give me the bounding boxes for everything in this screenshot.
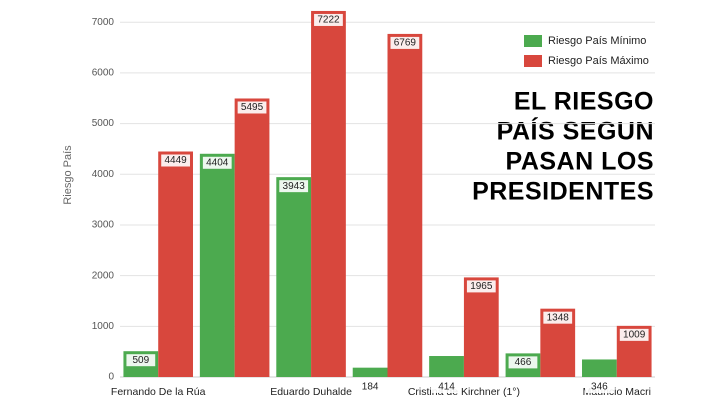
bar — [352, 367, 388, 377]
y-tick-label: 3000 — [92, 220, 115, 231]
bar — [199, 153, 235, 377]
y-tick-label: 1000 — [92, 321, 115, 332]
value-label: 414 — [438, 382, 455, 393]
value-label: 1348 — [547, 312, 570, 323]
value-label-bg — [585, 381, 614, 393]
value-label-bg — [126, 354, 156, 367]
value-label-bg — [314, 13, 343, 26]
y-tick-label: 0 — [108, 372, 114, 383]
y-tick-label: 2000 — [92, 270, 115, 281]
value-label-bg — [390, 36, 420, 49]
value-label: 6769 — [394, 38, 417, 49]
bar — [582, 359, 617, 377]
value-label-bg — [279, 180, 309, 193]
value-label-bg — [202, 156, 232, 169]
value-label-bg — [508, 356, 538, 369]
value-label-bg — [237, 101, 267, 114]
value-label-bg — [161, 154, 190, 167]
legend-swatch — [524, 35, 542, 47]
legend-label: Riesgo País Mínimo — [548, 35, 646, 47]
value-label: 3943 — [283, 181, 306, 192]
value-label: 5495 — [241, 102, 264, 113]
bar — [429, 356, 464, 377]
legend-label: Riesgo País Máximo — [548, 55, 649, 67]
bar — [158, 151, 193, 377]
x-tick-label: Cristina de Kirchner (1°) — [408, 386, 520, 398]
value-label-bg — [432, 381, 461, 393]
title-line: PRESIDENTES — [472, 178, 654, 206]
bar — [463, 277, 499, 377]
value-label: 1009 — [623, 329, 646, 340]
bar — [276, 177, 312, 377]
y-tick-label: 4000 — [92, 169, 115, 180]
y-axis-label: Riesgo País — [62, 145, 74, 205]
y-tick-label: 7000 — [92, 17, 115, 28]
value-label: 466 — [515, 357, 532, 368]
y-tick-label: 5000 — [92, 118, 115, 129]
value-label: 509 — [132, 355, 149, 366]
x-tick-label: Eduardo Duhalde — [270, 386, 352, 398]
value-label: 4449 — [164, 155, 187, 166]
title-line: EL RIESGO — [514, 88, 654, 116]
value-label-bg — [543, 311, 573, 324]
value-label: 4404 — [206, 157, 229, 168]
value-label: 184 — [362, 382, 379, 393]
bar — [387, 33, 423, 378]
title-line: PAÍS SEGUN — [497, 117, 654, 146]
bar — [311, 10, 346, 377]
value-label: 7222 — [317, 15, 340, 26]
x-tick-label: Fernando De la Rúa — [111, 386, 206, 398]
legend-swatch — [524, 55, 542, 67]
bar — [234, 98, 270, 377]
value-label-bg — [466, 280, 496, 293]
value-label: 346 — [591, 382, 608, 393]
value-label: 1965 — [470, 281, 493, 292]
title-line: PASAN LOS — [506, 148, 655, 176]
y-tick-label: 6000 — [92, 68, 115, 79]
value-label-bg — [355, 381, 385, 393]
value-label-bg — [619, 328, 649, 341]
